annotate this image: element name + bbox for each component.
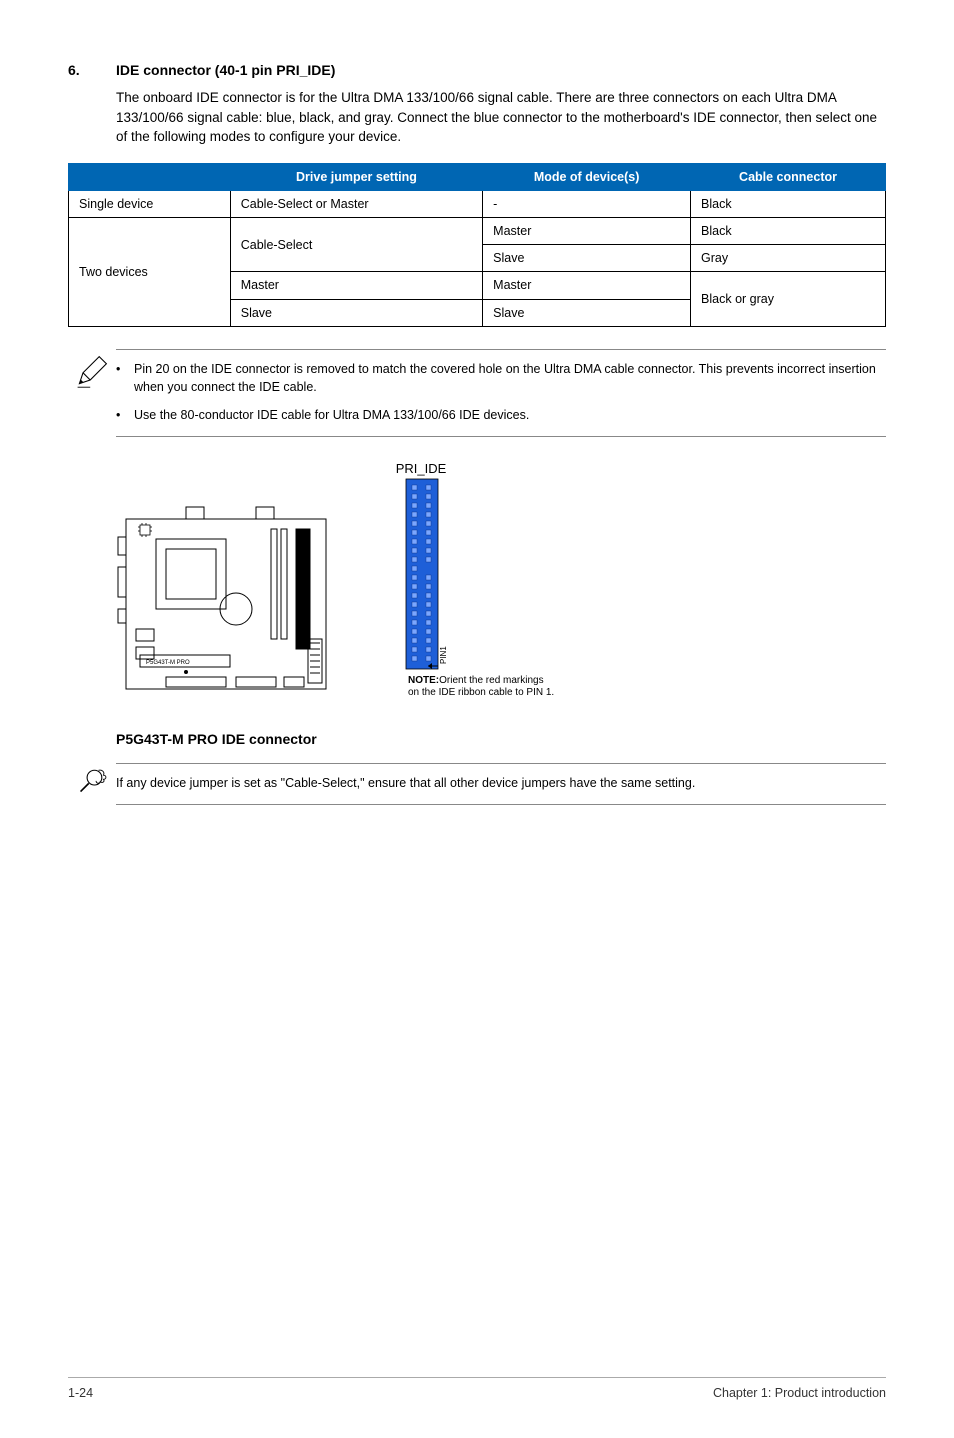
note2-text: If any device jumper is set as "Cable-Se… [116,774,886,792]
note-block-2: If any device jumper is set as "Cable-Se… [68,763,886,805]
cell: Slave [483,245,691,272]
diagram-note-text: Orient the red markings [439,675,544,686]
cell: Black [691,191,886,218]
cell: - [483,191,691,218]
th-drive: Drive jumper setting [230,163,482,190]
ide-connector-body [406,479,438,669]
note1-bullet-2: Use the 80-conductor IDE cable for Ultra… [134,406,886,424]
section-title: IDE connector (40-1 pin PRI_IDE) [116,60,335,80]
pri-ide-label: PRI_IDE [396,461,447,476]
page-footer: 1-24 Chapter 1: Product introduction [68,1377,886,1402]
cell: Master [230,272,482,299]
diagram-note-label: NOTE: [408,675,439,686]
hand-lens-icon [68,763,116,802]
th-blank [69,163,231,190]
cell: Cable-Select [230,218,482,272]
cell: Gray [691,245,886,272]
table-row: Single device Cable-Select or Master - B… [69,191,886,218]
cell: Two devices [69,218,231,327]
note-block-1: •Pin 20 on the IDE connector is removed … [68,349,886,437]
section-number: 6. [68,60,116,80]
cell: Master [483,272,691,299]
cell: Single device [69,191,231,218]
cell: Black or gray [691,272,886,326]
pencil-icon [68,349,116,395]
cell: Cable-Select or Master [230,191,482,218]
jumper-table: Drive jumper setting Mode of device(s) C… [68,163,886,327]
cell: Slave [483,299,691,326]
svg-text:NOTE:Orient the red markings: NOTE:Orient the red markings [408,675,544,686]
diagram-caption: P5G43T-M PRO IDE connector [116,729,886,749]
footer-chapter: Chapter 1: Product introduction [713,1384,886,1402]
cell: Black [691,218,886,245]
th-mode: Mode of device(s) [483,163,691,190]
table-row: Two devices Cable-Select Master Black [69,218,886,245]
section-body: The onboard IDE connector is for the Ult… [116,88,886,147]
board-label: P5G43T-M PRO [146,660,190,666]
diagram-note-text2: on the IDE ribbon cable to PIN 1. [408,687,554,698]
footer-page: 1-24 [68,1384,93,1402]
cell: Master [483,218,691,245]
cell: Slave [230,299,482,326]
ide-diagram: PRI_IDE PIN1 NOTE:Orient the red marking… [116,459,886,749]
th-cable: Cable connector [691,163,886,190]
note1-bullet-1: Pin 20 on the IDE connector is removed t… [134,360,886,396]
pin1-label: PIN1 [439,646,448,664]
